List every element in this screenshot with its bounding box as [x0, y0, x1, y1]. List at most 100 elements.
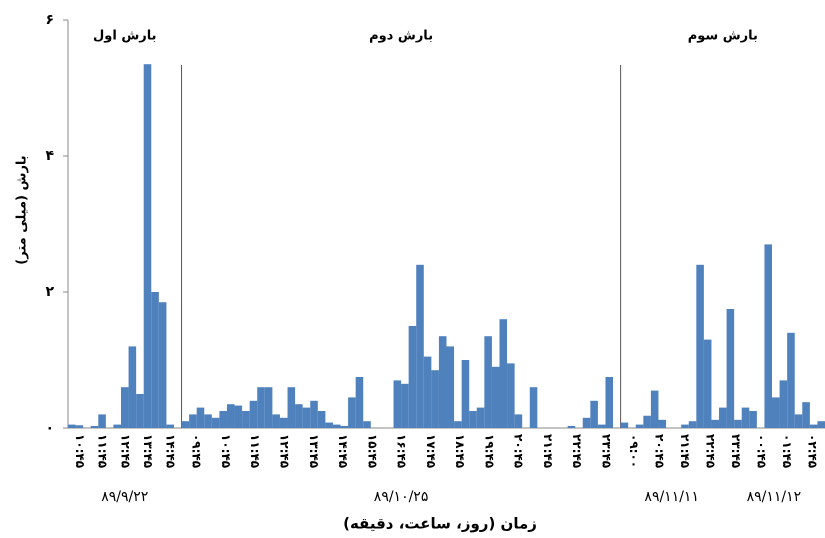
y-tick-label: ۴ [45, 148, 54, 164]
bar [719, 407, 727, 428]
bar [279, 417, 288, 428]
y-tick-label: ۰ [45, 420, 54, 436]
bar [764, 244, 773, 428]
bar [143, 64, 152, 428]
y-axis-title: بارش (میلی متر) [15, 155, 30, 264]
date-label: ۸۹/۱۱/۱۲ [747, 489, 802, 505]
bar [257, 387, 265, 428]
y-tick-label: ۶ [45, 12, 54, 28]
bar [605, 377, 614, 428]
bar [295, 404, 303, 428]
x-tick-label: ۱۹:۴۵ [482, 434, 496, 468]
bar [181, 421, 190, 428]
bar [317, 411, 326, 428]
bar [219, 411, 227, 428]
bar [90, 425, 99, 428]
bar [529, 387, 538, 428]
bar [794, 414, 803, 428]
bar [582, 417, 591, 428]
bar [68, 424, 76, 428]
bar [363, 421, 371, 428]
bar [332, 424, 341, 428]
x-tick-label: ۱۱:۴۵ [96, 434, 110, 468]
bar [401, 383, 409, 428]
bar [355, 377, 364, 428]
bar [499, 319, 508, 428]
bar [204, 414, 212, 428]
bar [711, 419, 720, 428]
x-tick-label: ۱۴:۴۵ [336, 434, 350, 468]
x-tick-label: ۱۴:۴۵ [164, 434, 178, 468]
bar [438, 336, 447, 428]
bar [234, 405, 243, 428]
bar [476, 407, 485, 428]
bar [120, 387, 129, 428]
x-tick-label: ۲۱:۴۵ [541, 434, 555, 468]
bar [348, 397, 356, 428]
x-tick-label: ۱۱:۴۵ [248, 434, 262, 468]
bar [272, 414, 280, 428]
x-tick-label: ۰۲:۴۵ [806, 434, 820, 468]
bar [779, 380, 788, 428]
bar [408, 326, 417, 428]
bar [635, 424, 644, 428]
bar [423, 356, 432, 428]
bar [325, 422, 333, 428]
bar [597, 424, 606, 428]
bar [136, 394, 144, 428]
bar [416, 264, 424, 428]
x-tick-label: ۱۸:۴۵ [453, 434, 467, 468]
bar [658, 419, 667, 428]
bar [264, 387, 273, 428]
bar [302, 407, 311, 428]
section-title: بارش دوم [369, 29, 433, 44]
x-tick-label: ۲۲:۴۵ [570, 434, 584, 468]
bar [643, 415, 651, 428]
bar [113, 424, 121, 428]
bar [491, 366, 500, 428]
x-tick-label: ۲۰:۴۵ [652, 434, 666, 468]
x-tick-label: ۲۳:۴۵ [599, 434, 613, 468]
bar [567, 425, 576, 428]
bar [242, 411, 250, 428]
x-axis-title: زمان (روز، ساعت، دقیقه) [343, 515, 537, 533]
bar [681, 424, 689, 428]
bar [802, 402, 810, 428]
bar [590, 400, 598, 428]
x-tick-label: ۰۹:۰۰ [627, 434, 641, 468]
bar [514, 414, 523, 428]
bar [189, 414, 197, 428]
bar [226, 404, 235, 428]
bar [469, 411, 477, 428]
x-tick-label: ۲۲:۴۵ [704, 434, 718, 468]
bar [196, 407, 205, 428]
bar [484, 336, 492, 428]
x-tick-label: ۱۳:۴۵ [141, 434, 155, 468]
bar [393, 380, 402, 428]
x-tick-label: ۱۰:۴۵ [219, 434, 233, 468]
bar [158, 302, 167, 428]
x-tick-label: ۲۰:۴۵ [512, 434, 526, 468]
x-tick-label: ۱۷:۴۵ [424, 434, 438, 468]
y-tick-label: ۲ [45, 284, 54, 300]
x-tick-label: ۱۶:۴۵ [395, 434, 409, 468]
x-tick-label: ۰۰:۴۵ [755, 434, 769, 468]
bar [688, 421, 697, 428]
bar [650, 390, 659, 428]
bar [454, 421, 462, 428]
x-tick-label: ۱۳:۴۵ [307, 434, 321, 468]
bar [809, 424, 818, 428]
bar [340, 425, 349, 428]
section-title: بارش سوم [688, 29, 758, 44]
bar [620, 422, 629, 428]
x-tick-label: ۰۱:۴۵ [780, 434, 794, 468]
bar [741, 407, 750, 428]
bar [772, 397, 780, 428]
bar [431, 370, 439, 428]
bar [787, 332, 795, 428]
bar [749, 411, 757, 428]
bar [75, 425, 84, 428]
date-label: ۸۹/۱۰/۲۵ [374, 489, 429, 505]
bar [249, 400, 258, 428]
